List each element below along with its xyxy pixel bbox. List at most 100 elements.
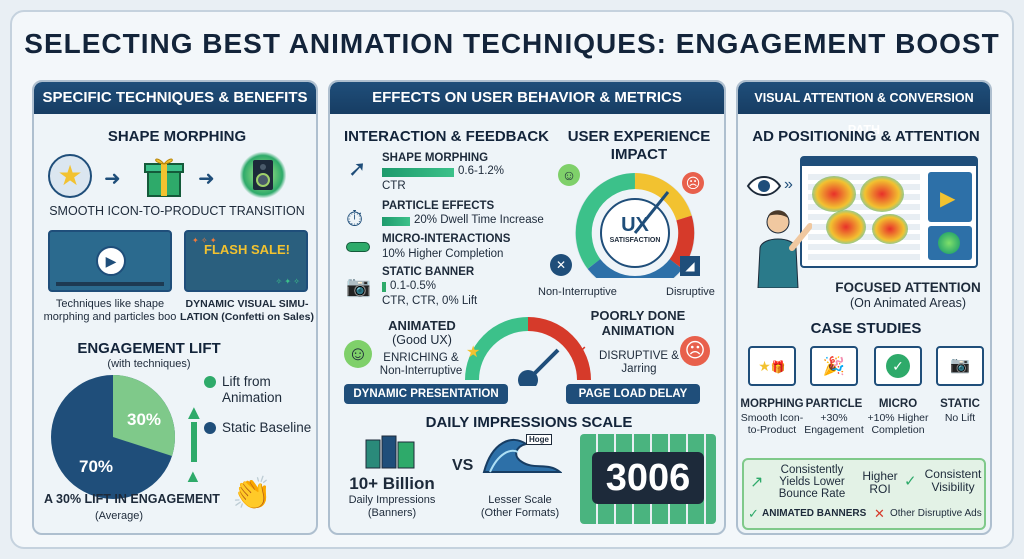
happy-face-icon: ☺: [558, 164, 580, 186]
metric-static-label: STATIC BANNER: [382, 266, 475, 278]
metric-static-value: 0.1-0.5%: [390, 280, 437, 292]
lesser-scale-label: Lesser Scale: [488, 494, 552, 506]
confetti-icon: ✦ ✧ ✦: [192, 236, 217, 245]
heat-spot: [826, 210, 866, 244]
heat-spot: [872, 214, 908, 244]
ad-slot: ▶: [928, 172, 972, 222]
non-interruptive-label: Non-Interruptive: [538, 286, 617, 298]
lift-pct-label: 30%: [127, 410, 161, 429]
heat-spot: [860, 176, 904, 212]
techniques-panel: SPECIFIC TECHNIQUES & BENEFITS SHAPE MOR…: [32, 80, 318, 535]
up-arrow-icon: ▲: [184, 466, 202, 486]
interaction-title: INTERACTION & FEEDBACK: [344, 128, 549, 145]
disruptive-label: Disruptive: [666, 286, 715, 298]
effects-header: EFFECTS ON USER BEHAVIOR & METRICS: [330, 82, 724, 114]
x-mark-icon: ✕: [574, 344, 588, 361]
attention-panel: VISUAL ATTENTION & CONVERSION PATH AD PO…: [736, 80, 992, 535]
animated-sub: (Good UX): [392, 333, 452, 347]
video-thumbnail[interactable]: ▶: [48, 230, 172, 292]
play-triangle-icon: ▶: [940, 188, 956, 210]
techniques-caption: Techniques like shape morphing and parti…: [43, 298, 177, 323]
case-studies-title: CASE STUDIES: [810, 320, 922, 337]
lesser-scale-sub: (Other Formats): [480, 507, 560, 519]
animated-banners-label: ANIMATED BANNERS: [762, 508, 867, 519]
other-ads-label: Other Disruptive Ads: [890, 508, 982, 519]
case-micro-title: MICRO: [878, 398, 918, 410]
focused-attention-label: FOCUSED ATTENTION: [835, 280, 981, 295]
legend-static-label: Static Baseline: [222, 420, 312, 435]
gauge-ux-label: UX: [621, 214, 649, 236]
case-micro-desc: +10% Higher Completion: [867, 412, 929, 436]
static-pct-label: 70%: [79, 457, 113, 476]
case-morphing-title: MORPHING: [740, 398, 804, 410]
metric-static-extra: CTR, CTR, 0% Lift: [382, 295, 478, 307]
effects-panel: EFFECTS ON USER BEHAVIOR & METRICS INTER…: [328, 80, 726, 535]
metric-particle-label: PARTICLE EFFECTS: [382, 200, 495, 212]
attention-header: VISUAL ATTENTION & CONVERSION PATH: [738, 82, 990, 137]
ad-slot: [928, 226, 972, 260]
sight-arrows-icon: »: [784, 176, 793, 193]
ux-gauge: [575, 173, 695, 278]
clapping-hands-icon: 👏: [232, 475, 272, 511]
camera-icon: 📷: [346, 276, 371, 298]
focused-attention-sub: (On Animated Areas): [849, 296, 967, 310]
vs-label: VS: [452, 457, 474, 474]
arrow-right-icon: ➜: [198, 168, 215, 190]
animated-desc: ENRICHING & Non-Interruptive: [379, 352, 463, 377]
shape-morphing-caption: SMOOTH ICON-TO-PRODUCT TRANSITION: [49, 204, 305, 218]
techniques-header: SPECIFIC TECHNIQUES & BENEFITS: [34, 82, 316, 114]
metric-shape-morphing-value: 0.6-1.2%: [458, 165, 505, 177]
hoge-tag: Hoge: [526, 434, 552, 445]
page-title: SELECTING BEST ANIMATION TECHNIQUES: ENG…: [24, 28, 1000, 59]
eye-icon: [746, 174, 782, 198]
sad-face-icon: ☹: [682, 172, 704, 194]
case-micro-icon: ✓: [874, 346, 922, 386]
timer-icon: ⏱: [346, 206, 364, 231]
arrow-right-icon: ➜: [104, 168, 121, 190]
metric-particle-value: 20% Dwell Time Increase: [414, 214, 544, 226]
up-arrow-icon: ▲: [184, 402, 204, 424]
impressions-title: DAILY IMPRESSIONS SCALE: [425, 414, 633, 431]
dynamic-visual-caption: DYNAMIC VISUAL SIMU-LATION (Confetti on …: [180, 298, 314, 323]
flash-sale-thumbnail[interactable]: FLASH SALE! ✦ ✧ ✦ ✧ ✦ ✧: [184, 230, 308, 292]
speaker-icon: [240, 152, 286, 198]
metric-bar: [382, 168, 454, 177]
gauge-satisfaction-label: SATISFACTION: [609, 237, 661, 244]
case-particle-desc: +30% Engagement: [804, 412, 864, 436]
flash-sale-text: FLASH SALE!: [204, 242, 290, 257]
heatmap-screen: ▶: [800, 156, 978, 268]
heat-spot: [812, 176, 856, 212]
star-icon: ★: [466, 344, 481, 361]
impressions-big-sub2: (Banners): [367, 507, 417, 519]
metric-micro-label: MICRO-INTERACTIONS: [382, 233, 511, 245]
lift-slice: [113, 375, 175, 456]
case-static-desc: No Lift: [944, 412, 976, 424]
poor-title: POORLY DONE ANIMATION: [590, 308, 686, 338]
cursor-icon: ➚: [348, 156, 367, 181]
engagement-caption: A 30% LIFT IN ENGAGEMENT: [44, 492, 220, 506]
metric-micro-value: 10% Higher Completion: [382, 248, 504, 260]
animated-title: ANIMATED: [388, 318, 456, 333]
close-icon: ✕: [550, 254, 572, 276]
legend-static-swatch: [204, 422, 216, 434]
shape-morphing-title: SHAPE MORPHING: [107, 128, 247, 145]
gift-icon: [142, 154, 186, 198]
impressions-big: 10+ Billion: [349, 474, 435, 493]
engagement-title: ENGAGEMENT LIFT: [77, 340, 221, 357]
trend-up-icon: ↗: [750, 474, 764, 491]
toggle-icon: [346, 242, 370, 252]
engagement-caption-sub: (Average): [94, 510, 144, 522]
visibility-label: Consistent Visibility: [924, 467, 982, 494]
case-particle-icon: 🎉: [810, 346, 858, 386]
confetti-icon: ✧ ✦ ✧: [275, 277, 300, 286]
star-icon: ★: [48, 154, 92, 198]
metric-bar: [382, 217, 410, 226]
play-icon[interactable]: ▶: [96, 246, 126, 276]
engagement-subtitle: (with techniques): [107, 358, 191, 370]
presenter-figure: [752, 208, 813, 289]
x-mark-icon: ✕: [874, 506, 885, 521]
dynamic-presentation-pill: DYNAMIC PRESENTATION: [344, 384, 508, 404]
wave-icon: [482, 432, 563, 476]
legend-lift-swatch: [204, 376, 216, 388]
summary-box: ↗ Consistently Yields Lower Bounce Rate …: [742, 458, 986, 530]
